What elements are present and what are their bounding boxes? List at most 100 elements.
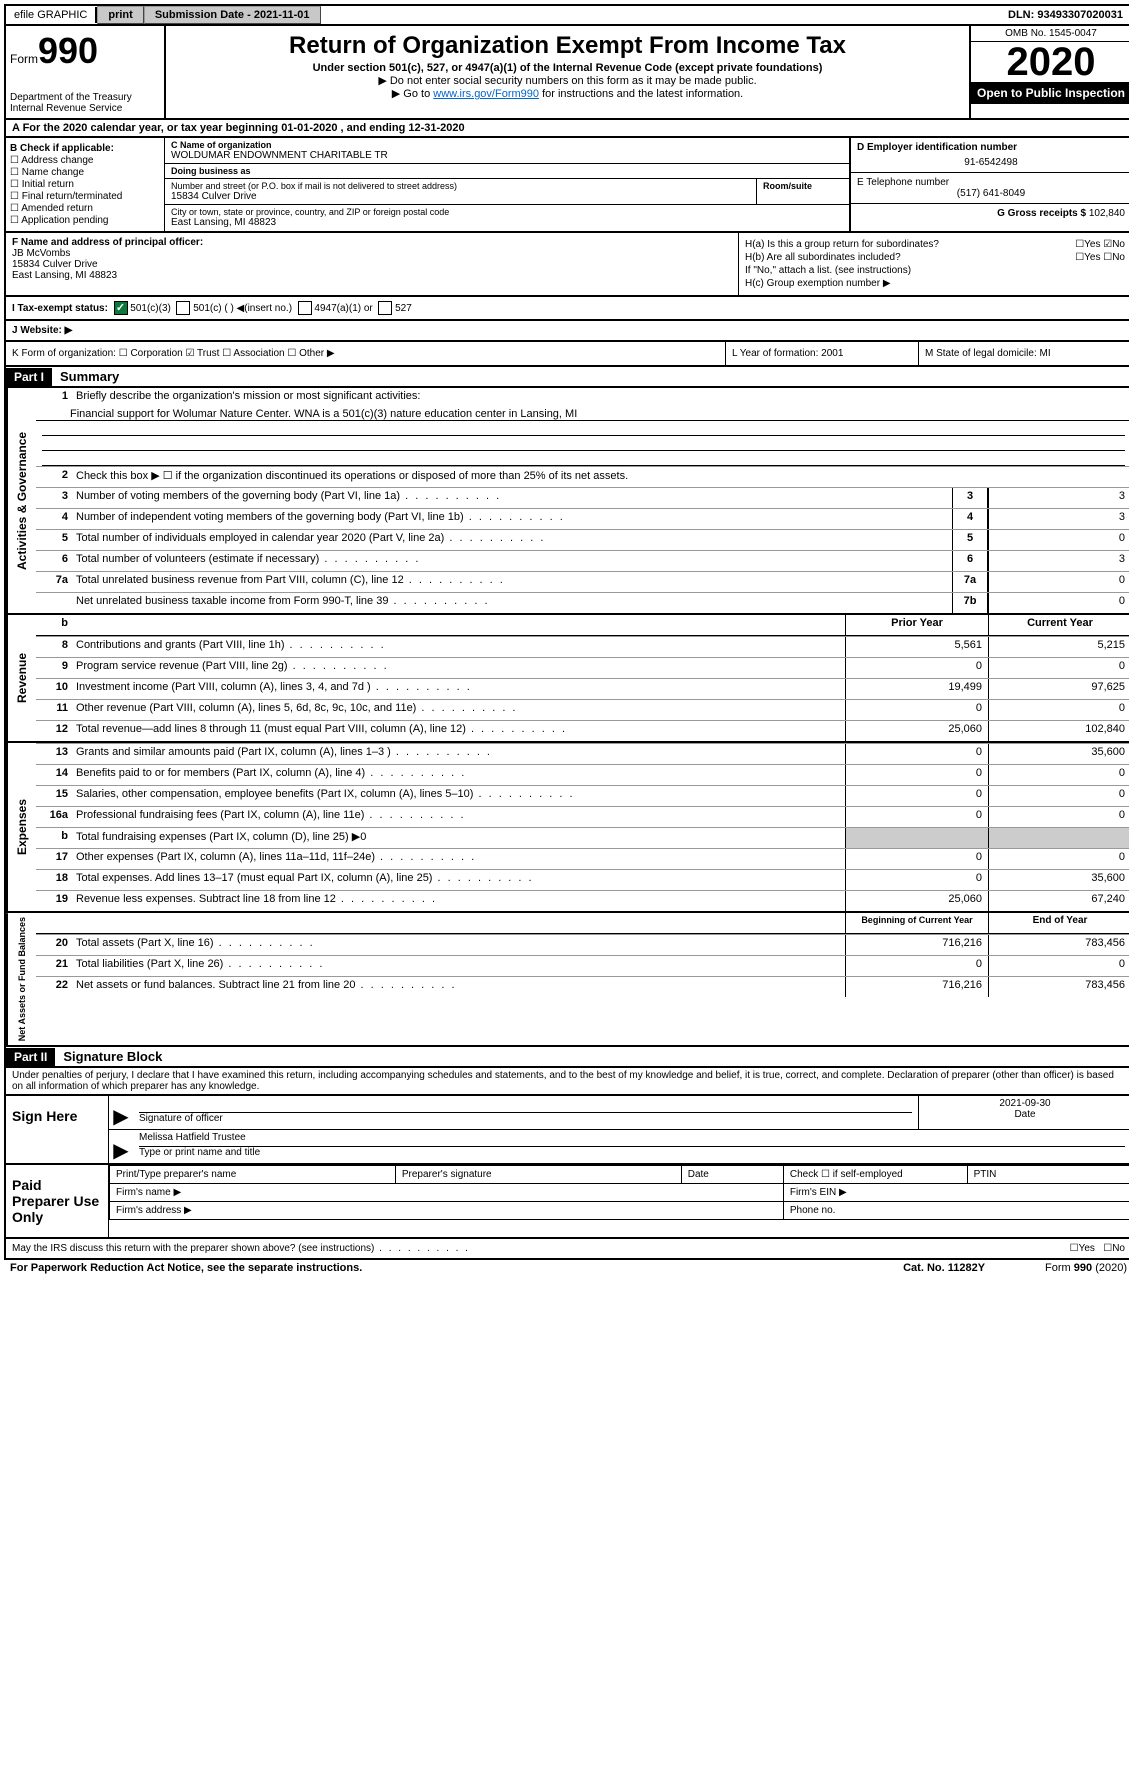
form-ref: Form 990 (2020) — [1045, 1262, 1127, 1274]
firm-ein: Firm's EIN ▶ — [783, 1184, 1129, 1202]
city-value: East Lansing, MI 48823 — [171, 217, 843, 228]
prep-ptin-header: PTIN — [967, 1166, 1129, 1184]
arrow-icon: ▶ — [109, 1130, 133, 1163]
header-right: OMB No. 1545-0047 2020 Open to Public In… — [969, 26, 1129, 118]
table-row: 10 Investment income (Part VIII, column … — [36, 678, 1129, 699]
prep-check-header[interactable]: Check ☐ if self-employed — [783, 1166, 967, 1184]
check-4947[interactable] — [298, 301, 312, 315]
footer: For Paperwork Reduction Act Notice, see … — [4, 1260, 1129, 1276]
addr-label: Number and street (or P.O. box if mail i… — [171, 181, 750, 191]
hb-no[interactable]: ☐No — [1103, 252, 1125, 263]
tax-exempt-label: I Tax-exempt status: — [12, 303, 108, 314]
discuss-yes[interactable]: ☐Yes — [1070, 1243, 1095, 1254]
ha-no[interactable]: ☑No — [1103, 239, 1125, 250]
activities-section: Activities & Governance 1 Briefly descri… — [4, 388, 1129, 615]
table-row: 19 Revenue less expenses. Subtract line … — [36, 890, 1129, 911]
check-amended-return[interactable]: ☐ Amended return — [10, 203, 160, 214]
paid-preparer-section: Paid Preparer Use Only Print/Type prepar… — [4, 1165, 1129, 1239]
officer-name: JB McVombs — [12, 248, 732, 259]
officer-addr1: 15834 Culver Drive — [12, 259, 732, 270]
row-k: K Form of organization: ☐ Corporation ☑ … — [4, 342, 1129, 367]
part2-title: Signature Block — [55, 1047, 170, 1066]
boxes-deg: D Employer identification number 91-6542… — [849, 138, 1129, 231]
submission-date-button[interactable]: Submission Date - 2021-11-01 — [144, 6, 321, 24]
signature-line[interactable] — [139, 1098, 912, 1113]
irs-link[interactable]: www.irs.gov/Form990 — [433, 88, 539, 100]
check-initial-return[interactable]: ☐ Initial return — [10, 179, 160, 190]
mission-blank-3 — [42, 451, 1125, 466]
form-title: Return of Organization Exempt From Incom… — [170, 32, 965, 60]
ha-yes[interactable]: ☐Yes — [1075, 239, 1100, 250]
end-year-header: End of Year — [988, 913, 1129, 933]
section-fh: F Name and address of principal officer:… — [4, 233, 1129, 297]
prep-date-header: Date — [681, 1166, 783, 1184]
hb-yes[interactable]: ☐Yes — [1075, 252, 1100, 263]
table-row: 5 Total number of individuals employed i… — [36, 529, 1129, 550]
print-button[interactable]: print — [97, 6, 143, 24]
table-row: 20 Total assets (Part X, line 16) 716,21… — [36, 934, 1129, 955]
form-header: Form990 Department of the Treasury Inter… — [4, 26, 1129, 120]
check-501c3[interactable] — [114, 301, 128, 315]
dln-label: DLN: 93493307020031 — [1000, 7, 1129, 23]
expenses-label: Expenses — [6, 743, 36, 911]
firm-phone: Phone no. — [783, 1202, 1129, 1220]
prior-year-header: Prior Year — [845, 615, 988, 635]
mission-blank-2 — [42, 436, 1125, 451]
form-number: 990 — [38, 30, 98, 71]
discuss-no[interactable]: ☐No — [1103, 1243, 1125, 1254]
k-state: M State of legal domicile: MI — [918, 342, 1129, 365]
revenue-body: b Prior Year Current Year 8 Contribution… — [36, 615, 1129, 741]
discuss-row: May the IRS discuss this return with the… — [4, 1239, 1129, 1260]
table-row: 8 Contributions and grants (Part VIII, l… — [36, 636, 1129, 657]
table-row: 22 Net assets or fund balances. Subtract… — [36, 976, 1129, 997]
line2-desc: Check this box ▶ ☐ if the organization d… — [72, 467, 1129, 487]
part1-header-row: Part I Summary — [4, 367, 1129, 388]
dba-label: Doing business as — [171, 166, 843, 176]
net-assets-label: Net Assets or Fund Balances — [6, 913, 36, 1045]
hb-note: If "No," attach a list. (see instruction… — [745, 265, 1125, 276]
check-application-pending[interactable]: ☐ Application pending — [10, 215, 160, 226]
table-row: 17 Other expenses (Part IX, column (A), … — [36, 848, 1129, 869]
check-final-return[interactable]: ☐ Final return/terminated — [10, 191, 160, 202]
form-subtitle: Under section 501(c), 527, or 4947(a)(1)… — [170, 62, 965, 74]
gross-receipts-value: 102,840 — [1089, 208, 1125, 219]
expenses-body: 13 Grants and similar amounts paid (Part… — [36, 743, 1129, 911]
suite-label: Room/suite — [757, 179, 849, 204]
table-row: 3 Number of voting members of the govern… — [36, 487, 1129, 508]
revenue-label: Revenue — [6, 615, 36, 741]
arrow-icon: ▶ — [109, 1096, 133, 1129]
box-f: F Name and address of principal officer:… — [6, 233, 739, 295]
city-label: City or town, state or province, country… — [171, 207, 843, 217]
activities-body: 1 Briefly describe the organization's mi… — [36, 388, 1129, 613]
prep-name-header: Print/Type preparer's name — [110, 1166, 396, 1184]
check-name-change[interactable]: ☐ Name change — [10, 167, 160, 178]
part1-title: Summary — [52, 367, 127, 386]
table-row: 15 Salaries, other compensation, employe… — [36, 785, 1129, 806]
k-form-org: K Form of organization: ☐ Corporation ☑ … — [6, 342, 725, 365]
note-2: ▶ Go to www.irs.gov/Form990 for instruct… — [170, 87, 965, 100]
firm-name: Firm's name ▶ — [110, 1184, 784, 1202]
ha-label: H(a) Is this a group return for subordin… — [745, 239, 939, 250]
table-row: 9 Program service revenue (Part VIII, li… — [36, 657, 1129, 678]
org-name: WOLDUMAR ENDOWNMENT CHARITABLE TR — [171, 150, 843, 161]
tax-year: 2020 — [971, 42, 1129, 82]
table-row: 6 Total number of volunteers (estimate i… — [36, 550, 1129, 571]
part2-badge: Part II — [6, 1048, 55, 1066]
mission-blank-1 — [42, 421, 1125, 436]
part2-header-row: Part II Signature Block — [4, 1047, 1129, 1068]
net-assets-section: Net Assets or Fund Balances Beginning of… — [4, 913, 1129, 1047]
revenue-section: Revenue b Prior Year Current Year 8 Cont… — [4, 615, 1129, 743]
type-name-label: Type or print name and title — [139, 1147, 1125, 1158]
preparer-table: Print/Type preparer's name Preparer's si… — [109, 1165, 1129, 1220]
table-row: 7a Total unrelated business revenue from… — [36, 571, 1129, 592]
addr-value: 15834 Culver Drive — [171, 191, 750, 202]
row-b-indicator: b — [36, 615, 72, 635]
topbar: efile GRAPHIC print Submission Date - 20… — [4, 4, 1129, 26]
ein-value: 91-6542498 — [857, 157, 1125, 168]
check-address-change[interactable]: ☐ Address change — [10, 155, 160, 166]
sign-here-section: Sign Here ▶ Signature of officer 2021-09… — [4, 1096, 1129, 1165]
check-501c[interactable] — [176, 301, 190, 315]
note-1: ▶ Do not enter social security numbers o… — [170, 74, 965, 87]
table-row: 13 Grants and similar amounts paid (Part… — [36, 743, 1129, 764]
check-527[interactable] — [378, 301, 392, 315]
